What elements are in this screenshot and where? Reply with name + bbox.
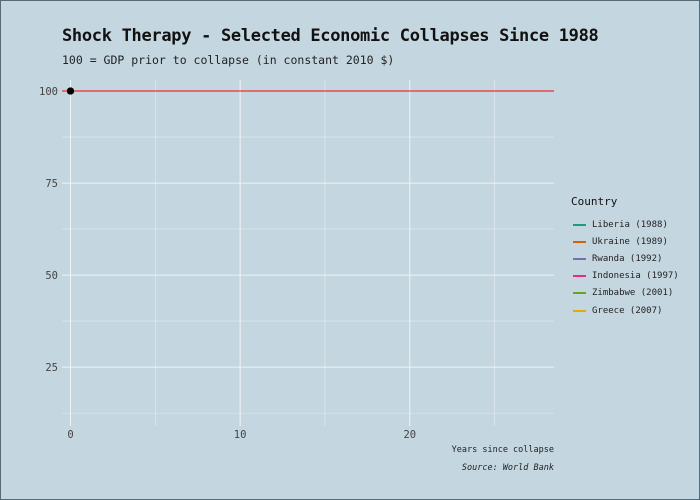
legend-key	[573, 257, 586, 260]
legend-label: Ukraine (1989)	[592, 236, 668, 247]
legend-label: Liberia (1988)	[592, 219, 668, 230]
x-tick-label: 10	[234, 429, 247, 441]
y-tick-label: 100	[39, 86, 58, 98]
y-tick-label: 25	[45, 362, 58, 374]
legend-item: Ukraine (1989)	[571, 233, 679, 250]
chart-caption: Source: World Bank	[462, 463, 554, 473]
legend-key	[573, 292, 586, 295]
legend-key	[573, 275, 586, 278]
legend-key	[573, 223, 586, 226]
legend-item: Indonesia (1997)	[571, 268, 679, 285]
data-point	[66, 87, 74, 95]
legend-label: Greece (2007)	[592, 305, 663, 316]
chart-title: Shock Therapy - Selected Economic Collap…	[62, 26, 599, 46]
legend: Country Liberia (1988) Ukraine (1989) Rwan…	[571, 195, 679, 319]
legend-label: Rwanda (1992)	[592, 253, 663, 264]
y-tick-label: 50	[45, 270, 58, 282]
legend-item: Zimbabwe (2001)	[571, 285, 679, 302]
legend-item: Liberia (1988)	[571, 216, 679, 233]
legend-key	[573, 240, 586, 243]
y-tick-label: 75	[45, 178, 58, 190]
legend-key	[573, 309, 586, 312]
x-tick-label: 20	[403, 429, 416, 441]
legend-title: Country	[571, 195, 618, 208]
chart-subtitle: 100 = GDP prior to collapse (in constant…	[62, 53, 395, 67]
x-axis-label: Years since collapse	[452, 445, 554, 455]
legend-label: Zimbabwe (2001)	[592, 288, 674, 299]
legend-label: Indonesia (1997)	[592, 271, 679, 282]
x-tick-label: 0	[67, 429, 73, 441]
legend-item: Rwanda (1992)	[571, 250, 679, 267]
legend-items: Liberia (1988) Ukraine (1989) Rwanda (1992…	[571, 216, 679, 319]
legend-item: Greece (2007)	[571, 302, 679, 319]
